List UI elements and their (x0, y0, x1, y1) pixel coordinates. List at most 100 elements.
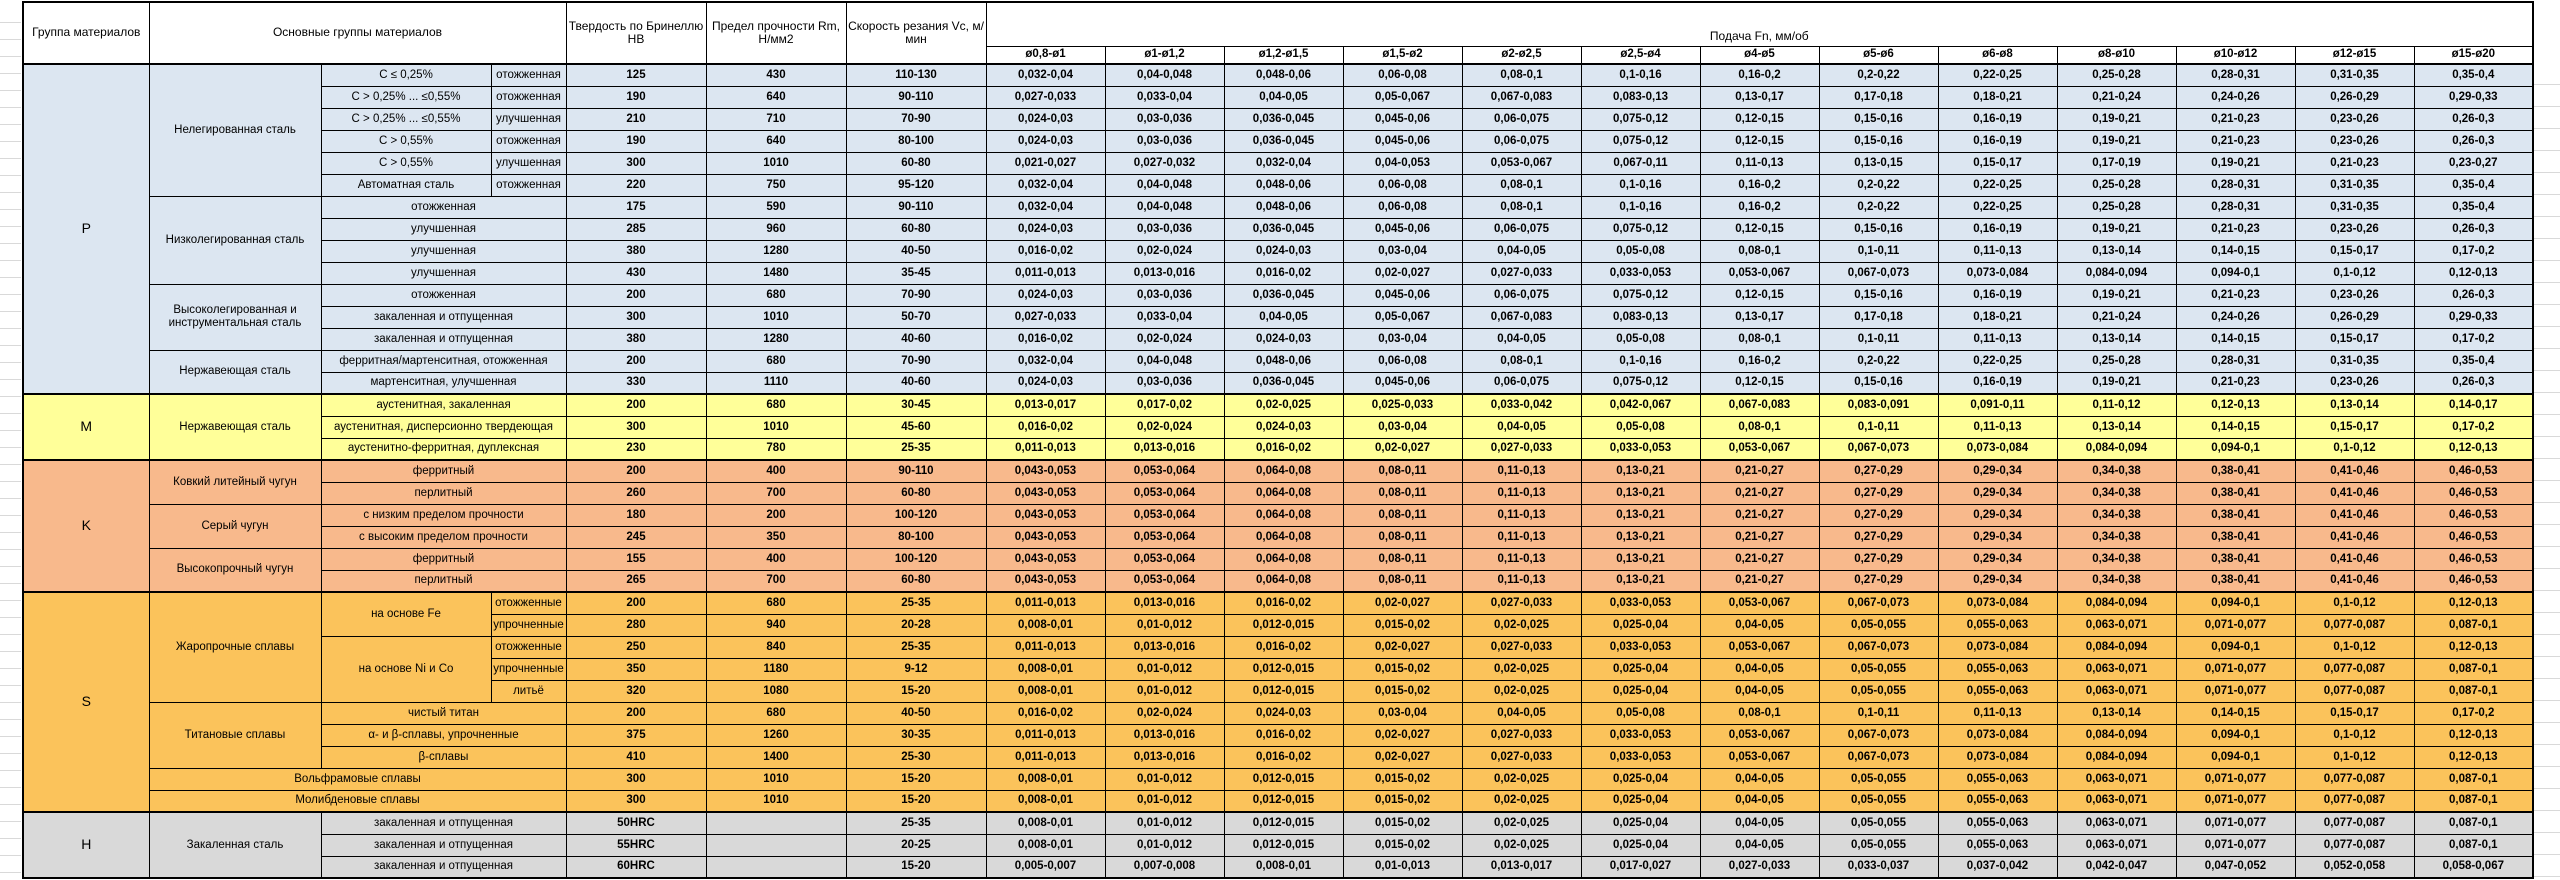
cell-speed[interactable]: 60-80 (845, 151, 987, 175)
cell-feed-2[interactable]: 0,012-0,015 (1223, 679, 1344, 703)
cell-feed-6[interactable]: 0,08-0,1 (1699, 327, 1820, 351)
cell-strength[interactable]: 1480 (705, 261, 847, 285)
cell-feed-3[interactable]: 0,045-0,06 (1342, 283, 1463, 307)
cell-feed-5[interactable]: 0,083-0,13 (1580, 85, 1701, 109)
cell-feed-4[interactable]: 0,053-0,067 (1461, 151, 1582, 175)
cell-feed-9[interactable]: 0,11-0,12 (2056, 393, 2177, 417)
cell-treatment[interactable]: отожженная (490, 63, 567, 87)
cell-feed-9[interactable]: 0,063-0,071 (2056, 679, 2177, 703)
cell-material[interactable]: аустенитная, закаленная (320, 393, 567, 417)
cell-submaterial[interactable]: C ≤ 0,25% (320, 63, 492, 87)
cell-feed-12[interactable]: 0,26-0,3 (2413, 371, 2534, 395)
cell-material[interactable]: ферритный (320, 547, 567, 571)
cell-strength[interactable]: 1010 (705, 767, 847, 791)
cell-family[interactable]: Ковкий литейный чугун (148, 459, 322, 505)
cell-material[interactable]: перлитный (320, 481, 567, 505)
cell-feed-5[interactable]: 0,13-0,21 (1580, 525, 1701, 549)
cell-feed-8[interactable]: 0,16-0,19 (1937, 107, 2058, 131)
cell-feed-4[interactable]: 0,11-0,13 (1461, 503, 1582, 527)
cell-feed-4[interactable]: 0,02-0,025 (1461, 767, 1582, 791)
cell-strength[interactable]: 1010 (705, 789, 847, 813)
cell-feed-3[interactable]: 0,01-0,013 (1342, 855, 1463, 879)
cell-feed-10[interactable]: 0,14-0,15 (2175, 701, 2296, 725)
cell-feed-9[interactable]: 0,063-0,071 (2056, 657, 2177, 681)
cell-feed-8[interactable]: 0,29-0,34 (1937, 569, 2058, 593)
cell-feed-4[interactable]: 0,04-0,05 (1461, 415, 1582, 439)
cell-feed-8[interactable]: 0,073-0,084 (1937, 745, 2058, 769)
cell-feed-3[interactable]: 0,015-0,02 (1342, 789, 1463, 813)
cell-feed-7[interactable]: 0,033-0,037 (1818, 855, 1939, 879)
cell-feed-4[interactable]: 0,04-0,05 (1461, 327, 1582, 351)
cell-material[interactable]: перлитный (320, 569, 567, 593)
cell-feed-10[interactable]: 0,094-0,1 (2175, 591, 2296, 615)
cell-feed-2[interactable]: 0,012-0,015 (1223, 811, 1344, 835)
cell-feed-11[interactable]: 0,15-0,17 (2294, 415, 2415, 439)
cell-speed[interactable]: 60-80 (845, 481, 987, 505)
cell-strength[interactable]: 1110 (705, 371, 847, 395)
cell-feed-10[interactable]: 0,071-0,077 (2175, 811, 2296, 835)
cell-feed-10[interactable]: 0,21-0,23 (2175, 217, 2296, 241)
cell-feed-0[interactable]: 0,043-0,053 (985, 459, 1106, 483)
cell-feed-10[interactable]: 0,38-0,41 (2175, 481, 2296, 505)
cell-feed-3[interactable]: 0,06-0,08 (1342, 63, 1463, 87)
cell-strength[interactable]: 750 (705, 173, 847, 197)
cell-hardness[interactable]: 330 (565, 371, 707, 395)
cell-speed[interactable]: 20-25 (845, 833, 987, 857)
cell-feed-0[interactable]: 0,011-0,013 (985, 635, 1106, 659)
cell-material[interactable]: Молибденовые сплавы (148, 789, 567, 813)
cell-strength[interactable]: 1080 (705, 679, 847, 703)
cell-hardness[interactable]: 200 (565, 393, 707, 417)
cell-feed-3[interactable]: 0,04-0,053 (1342, 151, 1463, 175)
cell-feed-0[interactable]: 0,011-0,013 (985, 591, 1106, 615)
cell-feed-1[interactable]: 0,02-0,024 (1104, 415, 1225, 439)
cell-feed-1[interactable]: 0,04-0,048 (1104, 349, 1225, 373)
cell-feed-9[interactable]: 0,084-0,094 (2056, 437, 2177, 461)
cell-feed-8[interactable]: 0,29-0,34 (1937, 481, 2058, 505)
cell-feed-1[interactable]: 0,033-0,04 (1104, 85, 1225, 109)
cell-feed-10[interactable]: 0,38-0,41 (2175, 503, 2296, 527)
cell-feed-5[interactable]: 0,033-0,053 (1580, 745, 1701, 769)
cell-feed-2[interactable]: 0,048-0,06 (1223, 349, 1344, 373)
cell-feed-12[interactable]: 0,35-0,4 (2413, 63, 2534, 87)
cell-hardness[interactable]: 180 (565, 503, 707, 527)
cell-feed-4[interactable]: 0,08-0,1 (1461, 173, 1582, 197)
cell-feed-0[interactable]: 0,011-0,013 (985, 745, 1106, 769)
cell-feed-0[interactable]: 0,024-0,03 (985, 129, 1106, 153)
cell-strength[interactable]: 1010 (705, 415, 847, 439)
cell-feed-0[interactable]: 0,016-0,02 (985, 701, 1106, 725)
cell-feed-8[interactable]: 0,22-0,25 (1937, 195, 2058, 219)
cell-group[interactable]: K (22, 459, 150, 593)
cell-feed-9[interactable]: 0,13-0,14 (2056, 239, 2177, 263)
cell-feed-6[interactable]: 0,053-0,067 (1699, 437, 1820, 461)
cell-feed-0[interactable]: 0,032-0,04 (985, 173, 1106, 197)
cell-feed-2[interactable]: 0,024-0,03 (1223, 701, 1344, 725)
header-hardness[interactable]: Твердость по Бринеллю HB (565, 1, 707, 65)
cell-feed-7[interactable]: 0,05-0,055 (1818, 767, 1939, 791)
cell-feed-0[interactable]: 0,016-0,02 (985, 415, 1106, 439)
cell-speed[interactable]: 15-20 (845, 789, 987, 813)
cell-feed-12[interactable]: 0,087-0,1 (2413, 811, 2534, 835)
cell-feed-0[interactable]: 0,032-0,04 (985, 195, 1106, 219)
cell-submaterial[interactable]: Автоматная сталь (320, 173, 492, 197)
cell-feed-9[interactable]: 0,13-0,14 (2056, 701, 2177, 725)
cell-feed-1[interactable]: 0,03-0,036 (1104, 129, 1225, 153)
cell-feed-2[interactable]: 0,016-0,02 (1223, 745, 1344, 769)
cell-feed-8[interactable]: 0,11-0,13 (1937, 239, 2058, 263)
cell-feed-5[interactable]: 0,13-0,21 (1580, 459, 1701, 483)
cell-feed-7[interactable]: 0,05-0,055 (1818, 657, 1939, 681)
cell-feed-9[interactable]: 0,084-0,094 (2056, 591, 2177, 615)
cell-strength[interactable]: 350 (705, 525, 847, 549)
cell-feed-6[interactable]: 0,04-0,05 (1699, 613, 1820, 637)
cell-feed-2[interactable]: 0,012-0,015 (1223, 613, 1344, 637)
cell-hardness[interactable]: 190 (565, 85, 707, 109)
cell-feed-12[interactable]: 0,14-0,17 (2413, 393, 2534, 417)
cell-feed-1[interactable]: 0,02-0,024 (1104, 239, 1225, 263)
cell-strength[interactable]: 780 (705, 437, 847, 461)
cell-feed-1[interactable]: 0,053-0,064 (1104, 459, 1225, 483)
cell-feed-8[interactable]: 0,29-0,34 (1937, 459, 2058, 483)
cell-feed-12[interactable]: 0,17-0,2 (2413, 415, 2534, 439)
cell-material[interactable]: улучшенная (320, 239, 567, 263)
cell-speed[interactable]: 70-90 (845, 283, 987, 307)
cell-strength[interactable]: 1260 (705, 723, 847, 747)
header-diameter-1[interactable]: ø1-ø1,2 (1104, 45, 1225, 65)
